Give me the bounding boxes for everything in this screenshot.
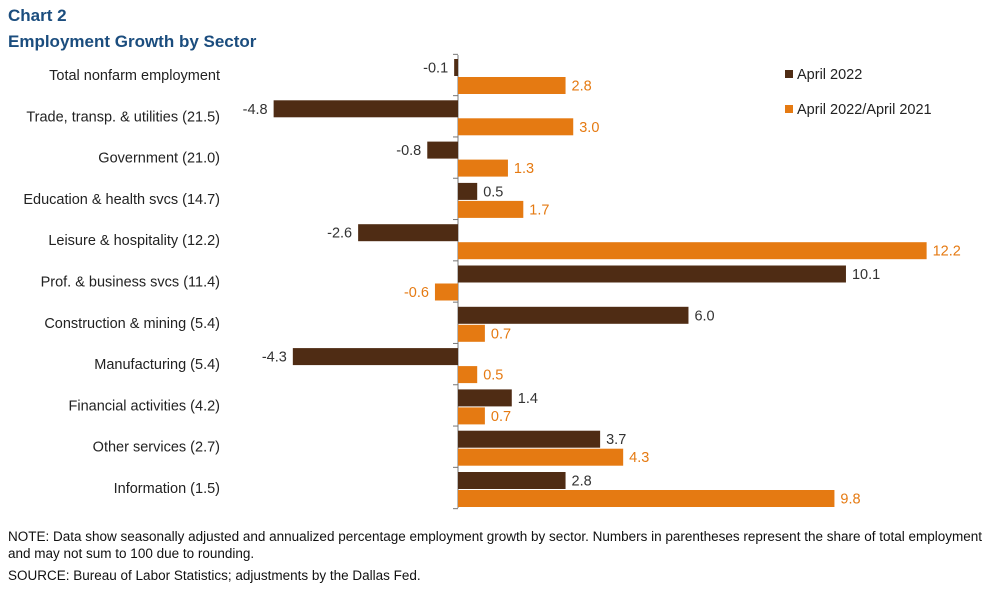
category-label: Prof. & business svcs (11.4) xyxy=(41,275,220,291)
data-label-april-2022: 2.8 xyxy=(572,474,592,490)
category-label: Other services (2.7) xyxy=(93,440,220,456)
data-label-april-2022: -0.1 xyxy=(423,61,448,77)
legend-label: April 2022 xyxy=(797,67,862,83)
data-label-april-2022-2021: 1.3 xyxy=(514,161,534,177)
data-label-april-2022: -4.8 xyxy=(243,102,268,118)
bar-april-2022-2021 xyxy=(458,366,478,384)
data-label-april-2022-2021: 2.8 xyxy=(572,79,592,95)
category-label: Trade, transp. & utilities (21.5) xyxy=(26,109,220,125)
data-label-april-2022-2021: 0.7 xyxy=(491,409,511,425)
bar-april-2022 xyxy=(454,59,458,76)
bar-april-2022-2021 xyxy=(458,118,574,136)
data-label-april-2022-2021: 3.0 xyxy=(579,120,599,136)
bar-april-2022-2021 xyxy=(458,77,566,94)
bar-april-2022-2021 xyxy=(458,324,485,342)
category-label: Financial activities (4.2) xyxy=(69,398,221,414)
chart-label: Chart 2 xyxy=(8,6,67,25)
chart-title: Employment Growth by Sector xyxy=(8,32,257,51)
data-label-april-2022-2021: 0.5 xyxy=(483,368,503,384)
legend-swatch xyxy=(785,70,793,78)
bar-april-2022 xyxy=(358,224,458,242)
data-label-april-2022-2021: 0.7 xyxy=(491,326,511,342)
data-label-april-2022-2021: 4.3 xyxy=(629,450,649,466)
data-label-april-2022: 3.7 xyxy=(606,432,626,448)
data-label-april-2022: -2.6 xyxy=(327,226,352,242)
bar-april-2022-2021 xyxy=(434,283,458,301)
data-label-april-2022: -4.3 xyxy=(262,350,287,366)
bar-april-2022 xyxy=(273,100,458,118)
bar-april-2022 xyxy=(458,265,846,283)
chart-source: SOURCE: Bureau of Labor Statistics; adju… xyxy=(8,568,421,583)
category-label: Manufacturing (5.4) xyxy=(94,357,220,373)
data-label-april-2022-2021: 12.2 xyxy=(933,244,961,260)
data-label-april-2022: 1.4 xyxy=(518,391,538,407)
category-label: Government (21.0) xyxy=(98,151,220,167)
bar-april-2022-2021 xyxy=(458,200,524,218)
data-label-april-2022: 6.0 xyxy=(694,308,714,324)
bar-april-2022-2021 xyxy=(458,159,508,177)
bar-april-2022 xyxy=(458,430,601,448)
bar-april-2022 xyxy=(458,306,689,324)
data-label-april-2022-2021: -0.6 xyxy=(404,285,429,301)
bar-chart: Total nonfarm employment -0.1 2.8 Trade, tr… xyxy=(23,53,961,510)
bar-april-2022-2021 xyxy=(458,407,485,425)
data-label-april-2022-2021: 9.8 xyxy=(840,492,860,508)
category-label: Leisure & hospitality (12.2) xyxy=(48,233,220,249)
data-label-april-2022: 10.1 xyxy=(852,267,880,283)
legend-swatch xyxy=(785,105,793,113)
legend-label: April 2022/April 2021 xyxy=(797,102,932,118)
bar-april-2022 xyxy=(458,182,478,200)
bar-april-2022 xyxy=(458,389,512,407)
category-label: Education & health svcs (14.7) xyxy=(23,192,220,208)
category-label: Total nonfarm employment xyxy=(49,68,220,84)
bar-april-2022-2021 xyxy=(458,242,927,260)
data-label-april-2022-2021: 1.7 xyxy=(529,202,549,218)
category-label: Construction & mining (5.4) xyxy=(44,316,220,332)
bar-april-2022 xyxy=(458,472,566,489)
data-label-april-2022: -0.8 xyxy=(396,143,421,159)
bar-april-2022 xyxy=(292,348,458,366)
bar-april-2022-2021 xyxy=(458,448,624,466)
category-label: Information (1.5) xyxy=(114,481,220,497)
data-label-april-2022: 0.5 xyxy=(483,184,503,200)
bar-april-2022 xyxy=(427,141,458,159)
chart-note: NOTE: Data show seasonally adjusted and … xyxy=(8,529,983,561)
bar-april-2022-2021 xyxy=(458,490,835,507)
